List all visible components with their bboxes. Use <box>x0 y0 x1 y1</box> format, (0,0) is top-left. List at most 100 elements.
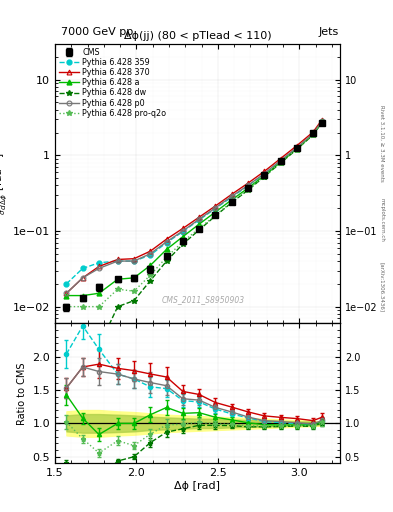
Pythia 6.428 359 <box>97 260 101 266</box>
Pythia 6.428 370 <box>278 156 283 162</box>
Pythia 6.428 359 <box>278 158 283 164</box>
Pythia 6.428 p0 <box>213 205 218 211</box>
Text: [arXiv:1306.3436]: [arXiv:1306.3436] <box>380 262 384 312</box>
Pythia 6.428 370 <box>294 143 299 149</box>
Pythia 6.428 359 <box>230 194 234 200</box>
Line: Pythia 6.428 370: Pythia 6.428 370 <box>64 117 325 296</box>
Pythia 6.428 370 <box>262 168 266 175</box>
Pythia 6.428 359 <box>197 217 202 223</box>
Pythia 6.428 pro-q2o <box>320 119 324 125</box>
Pythia 6.428 pro-q2o <box>97 304 101 310</box>
Pythia 6.428 370 <box>180 225 185 231</box>
Pythia 6.428 p0 <box>278 158 283 164</box>
Pythia 6.428 370 <box>197 214 202 220</box>
Pythia 6.428 359 <box>132 258 136 264</box>
Text: CMS_2011_S8950903: CMS_2011_S8950903 <box>162 295 245 304</box>
Pythia 6.428 a <box>180 233 185 240</box>
Pythia 6.428 p0 <box>197 216 202 222</box>
Pythia 6.428 a <box>97 290 101 296</box>
Text: Jets: Jets <box>318 27 339 37</box>
Line: Pythia 6.428 p0: Pythia 6.428 p0 <box>64 119 325 296</box>
Pythia 6.428 dw <box>230 200 234 206</box>
Pythia 6.428 p0 <box>246 182 250 188</box>
Pythia 6.428 370 <box>164 236 169 242</box>
Pythia 6.428 dw <box>116 304 120 310</box>
Legend: CMS, Pythia 6.428 359, Pythia 6.428 370, Pythia 6.428 a, Pythia 6.428 dw, Pythia: CMS, Pythia 6.428 359, Pythia 6.428 370,… <box>57 46 168 119</box>
Pythia 6.428 dw <box>311 132 316 138</box>
Pythia 6.428 370 <box>116 257 120 263</box>
Pythia 6.428 pro-q2o <box>262 173 266 179</box>
Pythia 6.428 dw <box>320 119 324 125</box>
Pythia 6.428 p0 <box>132 258 136 264</box>
Pythia 6.428 a <box>116 276 120 282</box>
Pythia 6.428 a <box>278 159 283 165</box>
Pythia 6.428 dw <box>97 343 101 349</box>
Pythia 6.428 370 <box>80 275 85 281</box>
Pythia 6.428 359 <box>246 183 250 189</box>
Pythia 6.428 dw <box>213 213 218 219</box>
Pythia 6.428 370 <box>311 129 316 135</box>
Pythia 6.428 370 <box>246 180 250 186</box>
Pythia 6.428 p0 <box>97 265 101 271</box>
Pythia 6.428 359 <box>180 228 185 234</box>
Pythia 6.428 359 <box>311 131 316 137</box>
Pythia 6.428 pro-q2o <box>64 304 69 310</box>
Pythia 6.428 p0 <box>180 228 185 234</box>
Pythia 6.428 a <box>80 292 85 298</box>
Pythia 6.428 370 <box>213 203 218 209</box>
Pythia 6.428 dw <box>262 174 266 180</box>
Pythia 6.428 a <box>230 197 234 203</box>
Pythia 6.428 359 <box>148 252 152 258</box>
Pythia 6.428 a <box>132 275 136 281</box>
Pythia 6.428 370 <box>132 255 136 262</box>
Pythia 6.428 pro-q2o <box>180 239 185 245</box>
Line: Pythia 6.428 pro-q2o: Pythia 6.428 pro-q2o <box>64 119 325 309</box>
Pythia 6.428 359 <box>213 205 218 211</box>
Pythia 6.428 dw <box>164 258 169 264</box>
Pythia 6.428 370 <box>320 117 324 123</box>
Pythia 6.428 p0 <box>64 290 69 296</box>
Pythia 6.428 pro-q2o <box>197 225 202 231</box>
Pythia 6.428 359 <box>64 281 69 287</box>
Pythia 6.428 a <box>262 173 266 179</box>
Pythia 6.428 359 <box>80 265 85 271</box>
Pythia 6.428 p0 <box>148 251 152 257</box>
Pythia 6.428 dw <box>246 187 250 193</box>
Pythia 6.428 pro-q2o <box>294 146 299 152</box>
Pythia 6.428 p0 <box>230 193 234 199</box>
Pythia 6.428 a <box>320 119 324 125</box>
Pythia 6.428 p0 <box>80 275 85 281</box>
Pythia 6.428 p0 <box>311 131 316 137</box>
Y-axis label: $\frac{1}{\sigma}\frac{d\sigma}{d\Delta\phi}\ \mathrm{[rad^{-1}]}$: $\frac{1}{\sigma}\frac{d\sigma}{d\Delta\… <box>0 152 10 215</box>
Pythia 6.428 pro-q2o <box>148 272 152 279</box>
Title: Δϕ(jj) (80 < pTlead < 110): Δϕ(jj) (80 < pTlead < 110) <box>124 31 271 41</box>
Pythia 6.428 dw <box>294 146 299 153</box>
Pythia 6.428 dw <box>148 278 152 284</box>
Pythia 6.428 a <box>294 146 299 152</box>
Pythia 6.428 a <box>311 131 316 137</box>
Pythia 6.428 dw <box>132 297 136 304</box>
Pythia 6.428 p0 <box>320 118 324 124</box>
Pythia 6.428 359 <box>164 240 169 246</box>
Pythia 6.428 pro-q2o <box>80 304 85 310</box>
Pythia 6.428 pro-q2o <box>213 212 218 219</box>
Pythia 6.428 dw <box>64 334 69 340</box>
Pythia 6.428 pro-q2o <box>246 186 250 193</box>
Pythia 6.428 359 <box>262 171 266 177</box>
Pythia 6.428 pro-q2o <box>278 160 283 166</box>
Text: Rivet 3.1.10, ≥ 3.3M events: Rivet 3.1.10, ≥ 3.3M events <box>380 105 384 182</box>
Pythia 6.428 a <box>164 246 169 252</box>
Pythia 6.428 a <box>197 221 202 227</box>
Pythia 6.428 359 <box>294 145 299 151</box>
Pythia 6.428 370 <box>148 248 152 254</box>
Text: mcplots.cern.ch: mcplots.cern.ch <box>380 198 384 242</box>
Pythia 6.428 pro-q2o <box>230 199 234 205</box>
Text: 7000 GeV pp: 7000 GeV pp <box>61 27 133 37</box>
Pythia 6.428 a <box>213 209 218 215</box>
Pythia 6.428 a <box>246 185 250 191</box>
Line: Pythia 6.428 a: Pythia 6.428 a <box>64 119 325 298</box>
Pythia 6.428 pro-q2o <box>164 254 169 260</box>
Line: Pythia 6.428 359: Pythia 6.428 359 <box>64 119 325 286</box>
Pythia 6.428 p0 <box>262 170 266 177</box>
Pythia 6.428 pro-q2o <box>116 286 120 292</box>
